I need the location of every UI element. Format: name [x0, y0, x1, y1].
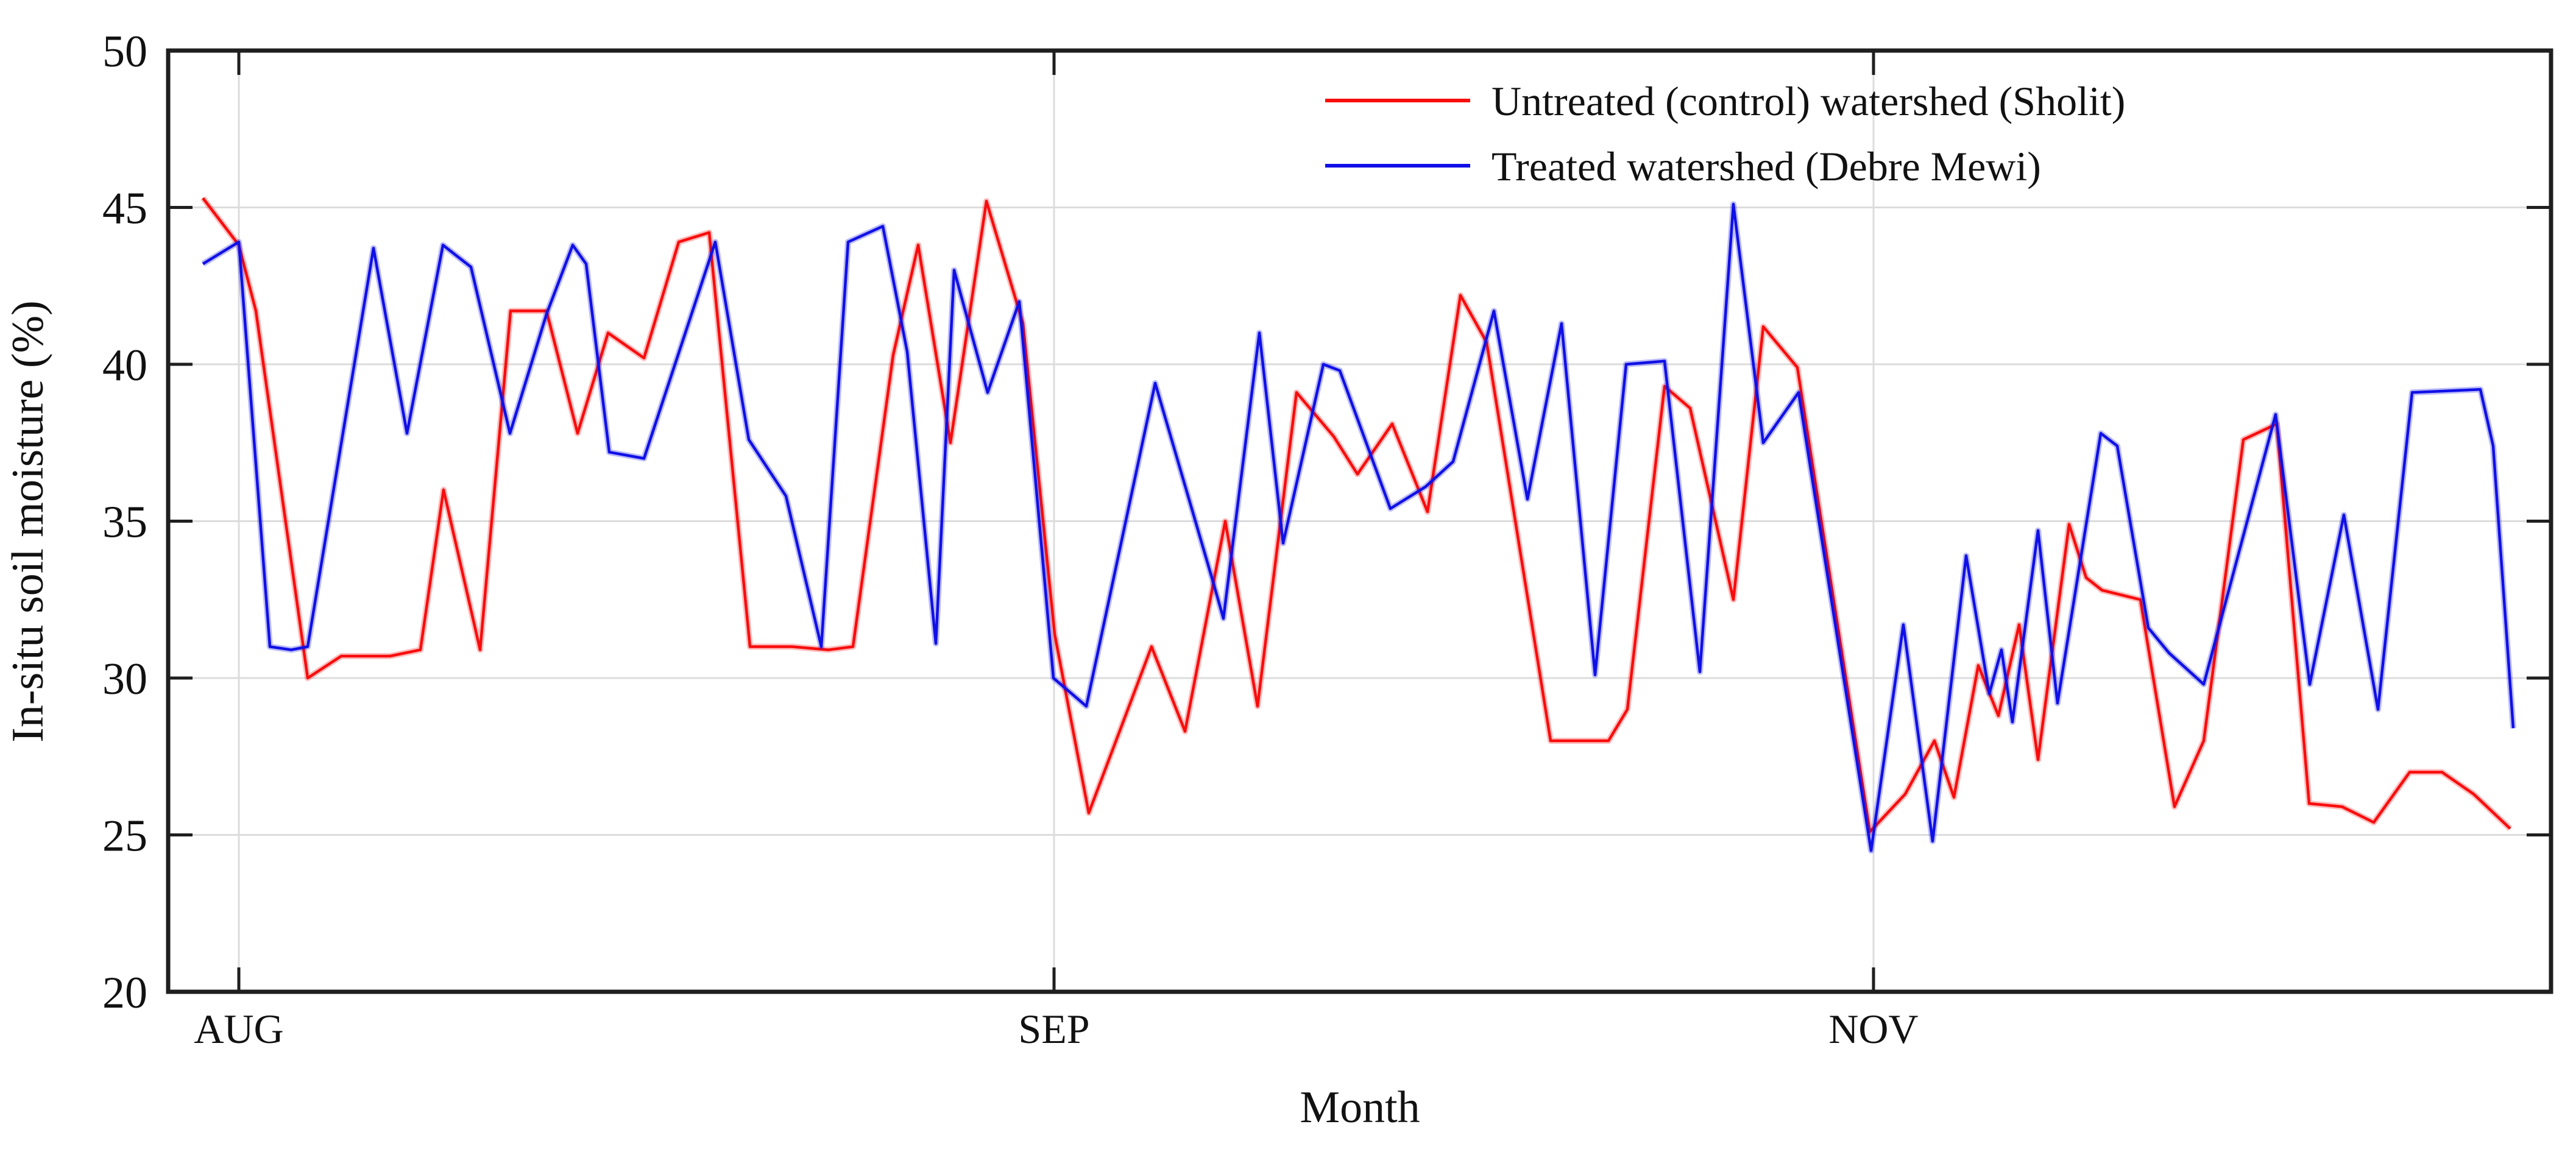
- series-line-0: [202, 197, 2511, 833]
- xtick-label-SEP: SEP: [1018, 1006, 1089, 1052]
- tick-labels: 20 25 30 35 40 45 50 AUG SEP NOV: [102, 27, 1919, 1052]
- ytick-label-25: 25: [102, 811, 147, 861]
- series-line-1: [202, 203, 2515, 852]
- ytick-label-20: 20: [102, 968, 147, 1018]
- ytick-label-35: 35: [102, 498, 147, 548]
- ytick-label-45: 45: [102, 184, 147, 234]
- legend: Untreated (control) watershed (Sholit) T…: [1325, 78, 2125, 189]
- ytick-label-30: 30: [102, 654, 147, 704]
- ytick-label-40: 40: [102, 341, 147, 390]
- tick-marks: [168, 49, 2551, 994]
- legend-label-untreated: Untreated (control) watershed (Sholit): [1491, 78, 2125, 124]
- xtick-label-NOV: NOV: [1828, 1006, 1918, 1052]
- y-axis-label: In-situ soil moisture (%): [3, 300, 53, 743]
- xtick-label-AUG: AUG: [194, 1006, 283, 1052]
- series-lines: [200, 196, 2516, 854]
- legend-label-treated: Treated watershed (Debre Mewi): [1491, 143, 2041, 189]
- x-axis-label: Month: [1300, 1083, 1420, 1133]
- ytick-label-50: 50: [102, 27, 147, 77]
- gridlines: [168, 51, 2551, 992]
